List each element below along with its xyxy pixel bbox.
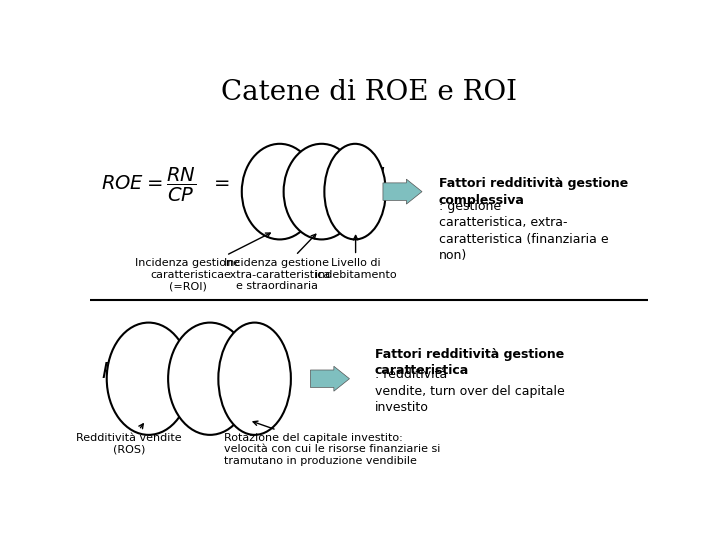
Text: Redditività vendite
(ROS): Redditività vendite (ROS): [76, 424, 182, 454]
Text: Incidenza gestione
extra-caratteristica
e straordinaria: Incidenza gestione extra-caratteristica …: [223, 234, 330, 292]
FancyArrow shape: [383, 179, 422, 204]
Text: Rotazione del capitale investito:
velocità con cui le risorse finanziarie si
tra: Rotazione del capitale investito: veloci…: [224, 421, 441, 466]
Ellipse shape: [324, 144, 386, 239]
Text: $ROI = \dfrac{RO}{PV}\ \cdot\ \dfrac{PV}{CI}$: $ROI = \dfrac{RO}{PV}\ \cdot\ \dfrac{PV}…: [101, 351, 256, 394]
FancyArrow shape: [310, 366, 349, 391]
Text: : gestione
caratteristica, extra-
caratteristica (finanziaria e
non): : gestione caratteristica, extra- caratt…: [438, 200, 608, 262]
Text: : redditività
vendite, turn over del capitale
investito: : redditività vendite, turn over del cap…: [374, 368, 564, 414]
Ellipse shape: [218, 322, 291, 435]
Ellipse shape: [168, 322, 252, 435]
Text: Incidenza gestione
caratteristica
(=ROI): Incidenza gestione caratteristica (=ROI): [135, 233, 270, 292]
Text: Fattori redditività gestione
caratteristica: Fattori redditività gestione caratterist…: [374, 348, 564, 377]
Text: Fattori redditività gestione
complessiva: Fattori redditività gestione complessiva: [438, 177, 628, 207]
Text: Catene di ROE e ROI: Catene di ROE e ROI: [221, 79, 517, 106]
Text: $ROE = \dfrac{RN}{CP}\ \ = \ \ \dfrac{RO}{CI}\ \cdot\ \dfrac{RN}{RO}\ \cdot\ \df: $ROE = \dfrac{RN}{CP}\ \ = \ \ \dfrac{RO…: [101, 166, 389, 205]
Ellipse shape: [284, 144, 359, 239]
Text: Livello di
indebitamento: Livello di indebitamento: [315, 235, 397, 280]
Ellipse shape: [242, 144, 318, 239]
Ellipse shape: [107, 322, 191, 435]
